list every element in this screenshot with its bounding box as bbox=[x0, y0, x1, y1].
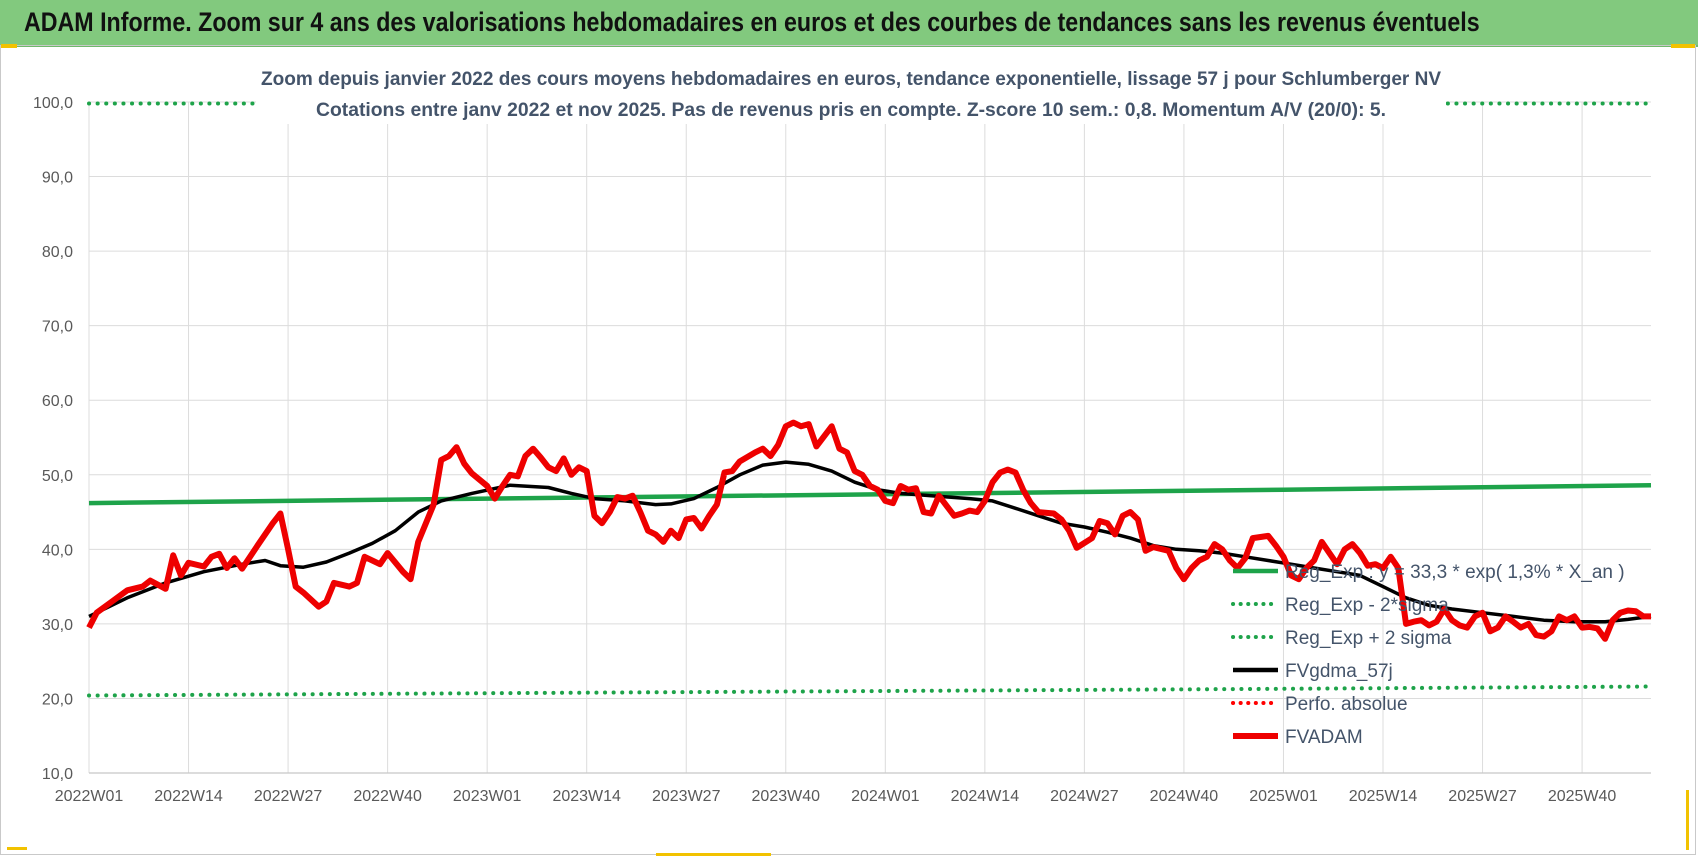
accent-mark bbox=[1671, 44, 1695, 48]
accent-mark bbox=[656, 853, 771, 856]
x-tick-label: 2024W01 bbox=[851, 788, 920, 805]
accent-mark bbox=[1686, 790, 1689, 850]
series-line bbox=[86, 419, 1651, 642]
x-tick-label: 2022W01 bbox=[55, 788, 124, 805]
x-tick-label: 2024W14 bbox=[951, 788, 1020, 805]
x-tick-label: 2022W40 bbox=[353, 788, 422, 805]
legend-label: FVgdma_57j bbox=[1285, 661, 1393, 682]
x-tick-label: 2025W01 bbox=[1249, 788, 1318, 805]
legend: Reg_Exp : y = 33,3 * exp( 1,3% * X_an ) R… bbox=[1231, 562, 1625, 748]
y-tick-label: 90,0 bbox=[42, 170, 73, 187]
x-tick-label: 2023W14 bbox=[552, 788, 621, 805]
y-tick-label: 20,0 bbox=[42, 691, 73, 708]
x-tick-label: 2024W27 bbox=[1050, 788, 1119, 805]
legend-label: FVADAM bbox=[1285, 727, 1363, 748]
series-group bbox=[86, 101, 1653, 698]
x-tick-label: 2025W14 bbox=[1349, 788, 1418, 805]
legend-label: Perfo. absolue bbox=[1285, 694, 1408, 715]
y-tick-label: 70,0 bbox=[42, 319, 73, 336]
legend-label: Reg_Exp + 2 sigma bbox=[1285, 628, 1452, 649]
legend-label: Reg_Exp - 2*sigma bbox=[1285, 595, 1449, 616]
accent-mark bbox=[1, 44, 17, 48]
y-tick-label: 40,0 bbox=[42, 542, 73, 559]
legend-label: Reg_Exp : y = 33,3 * exp( 1,3% * X_an ) bbox=[1285, 562, 1625, 583]
grid bbox=[88, 101, 1651, 774]
x-tick-label: 2022W27 bbox=[254, 788, 323, 805]
chart-title: Zoom depuis janvier 2022 des cours moyen… bbox=[261, 68, 1441, 90]
y-tick-label: 30,0 bbox=[42, 617, 73, 634]
x-tick-label: 2023W27 bbox=[652, 788, 721, 805]
accent-mark bbox=[7, 847, 27, 850]
chart-frame: 10,0 20,0 30,0 40,0 50,0 60,0 70,0 80,0 90,0 100,… bbox=[0, 44, 1696, 856]
y-tick-label: 50,0 bbox=[42, 468, 73, 485]
y-tick-label: 100,0 bbox=[33, 95, 73, 112]
chart: 10,0 20,0 30,0 40,0 50,0 60,0 70,0 80,0 90,0 100,… bbox=[33, 62, 1653, 805]
report-banner: ADAM Informe. Zoom sur 4 ans des valoris… bbox=[0, 0, 1698, 47]
axes: 10,0 20,0 30,0 40,0 50,0 60,0 70,0 80,0 90,0 100,… bbox=[33, 95, 1651, 805]
x-tick-label: 2025W40 bbox=[1548, 788, 1617, 805]
series-line bbox=[88, 460, 1652, 624]
x-tick-label: 2023W01 bbox=[453, 788, 522, 805]
series-line bbox=[87, 684, 1653, 698]
x-tick-label: 2022W14 bbox=[154, 788, 223, 805]
x-tick-label: 2023W40 bbox=[752, 788, 821, 805]
y-tick-label: 80,0 bbox=[42, 244, 73, 261]
chart-subtitle: Cotations entre janv 2022 et nov 2025. P… bbox=[316, 99, 1386, 121]
title-background bbox=[256, 62, 1446, 124]
banner-title: ADAM Informe. Zoom sur 4 ans des valoris… bbox=[24, 7, 1480, 37]
y-tick-label: 10,0 bbox=[42, 766, 73, 783]
y-tick-label: 60,0 bbox=[42, 393, 73, 410]
chart-titles: Zoom depuis janvier 2022 des cours moyen… bbox=[256, 62, 1446, 124]
x-tick-label: 2024W40 bbox=[1150, 788, 1219, 805]
series-line bbox=[88, 482, 1652, 506]
x-tick-label: 2025W27 bbox=[1448, 788, 1517, 805]
